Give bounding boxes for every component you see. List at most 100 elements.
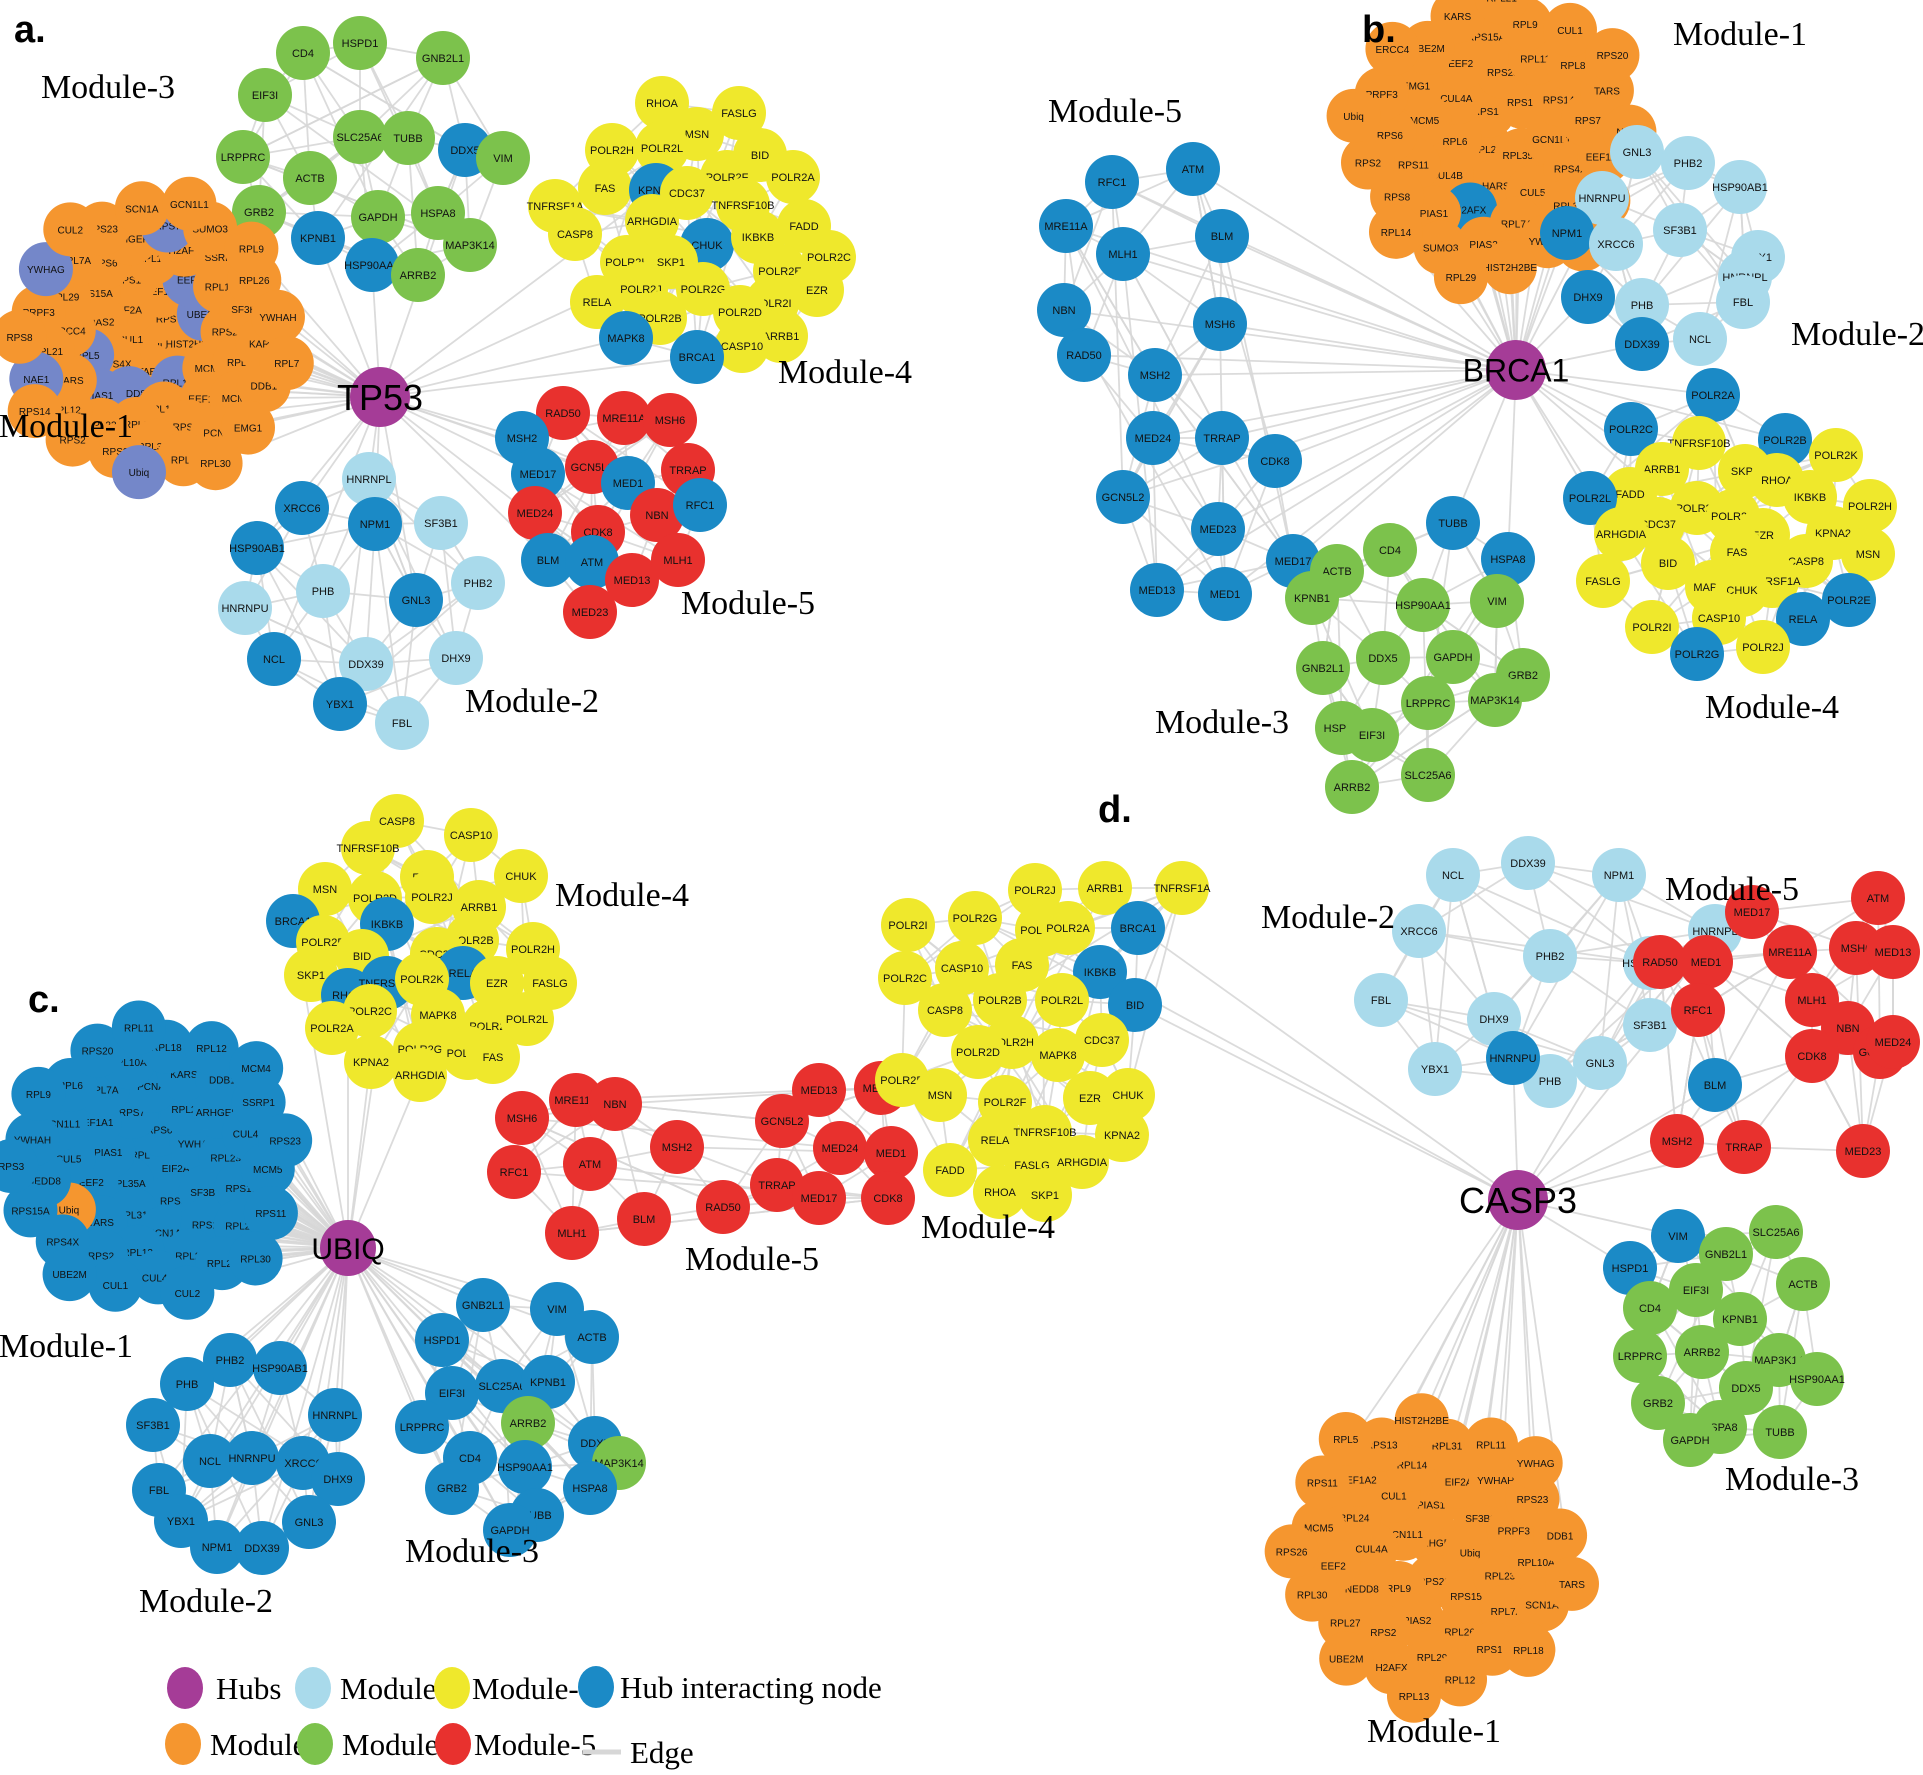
node-grb2[interactable]: GRB2 bbox=[1631, 1376, 1685, 1430]
node-med13[interactable]: MED13 bbox=[1866, 925, 1920, 979]
node-ezr[interactable]: EZR bbox=[790, 263, 844, 317]
node-rpl18[interactable]: RPL18 bbox=[1501, 1622, 1556, 1677]
node-ybx1[interactable]: YBX1 bbox=[313, 677, 367, 731]
node-rps20[interactable]: RPS20 bbox=[1585, 28, 1640, 83]
node-trrap[interactable]: TRRAP bbox=[750, 1158, 804, 1212]
node-rpl30[interactable]: RPL30 bbox=[228, 1231, 283, 1286]
node-phb[interactable]: PHB bbox=[1615, 278, 1669, 332]
node-rpl7[interactable]: RPL7 bbox=[259, 336, 314, 391]
node-rps2[interactable]: RPS2 bbox=[45, 412, 100, 467]
node-rpl21[interactable]: RPL21 bbox=[1474, 0, 1529, 25]
node-rfc1[interactable]: RFC1 bbox=[487, 1145, 541, 1199]
node-fadd[interactable]: FADD bbox=[923, 1143, 977, 1197]
node-ubiq[interactable]: Ubiq bbox=[1326, 88, 1381, 143]
node-faslg[interactable]: FASLG bbox=[1576, 554, 1630, 608]
node-polr2i[interactable]: POLR2I bbox=[881, 898, 935, 952]
node-sf3b1[interactable]: SF3B1 bbox=[126, 1398, 180, 1452]
node-kpnb1[interactable]: KPNB1 bbox=[1285, 571, 1339, 625]
node-med13[interactable]: MED13 bbox=[605, 553, 659, 607]
node-med13[interactable]: MED13 bbox=[792, 1063, 846, 1117]
node-rpl14[interactable]: RPL14 bbox=[1368, 204, 1423, 259]
node-rhoa[interactable]: RHOA bbox=[973, 1165, 1027, 1219]
node-ube2m[interactable]: UBE2M bbox=[1319, 1631, 1374, 1686]
node-slc25a6[interactable]: SLC25A6 bbox=[333, 110, 387, 164]
node-hnrnpl[interactable]: HNRNPL bbox=[308, 1388, 362, 1442]
node-msh2[interactable]: MSH2 bbox=[1128, 348, 1182, 402]
node-cdc37[interactable]: CDC37 bbox=[1075, 1013, 1129, 1067]
node-polr2a[interactable]: POLR2A bbox=[1041, 901, 1095, 955]
node-ywhag[interactable]: YWHAG bbox=[1508, 1436, 1563, 1491]
node-polr2l[interactable]: POLR2L bbox=[1563, 471, 1617, 525]
node-mcm4[interactable]: MCM4 bbox=[229, 1041, 284, 1096]
node-hsp90aa1[interactable]: HSP90AA1 bbox=[1789, 1352, 1845, 1406]
node-sf3b1[interactable]: SF3B1 bbox=[1653, 203, 1707, 257]
node-gnl3[interactable]: GNL3 bbox=[389, 573, 443, 627]
node-blm[interactable]: BLM bbox=[617, 1192, 671, 1246]
node-rad50[interactable]: RAD50 bbox=[696, 1180, 750, 1234]
node-kpna2[interactable]: KPNA2 bbox=[1095, 1108, 1149, 1162]
node-polr2e[interactable]: POLR2E bbox=[1822, 573, 1876, 627]
node-polr2g[interactable]: POLR2G bbox=[948, 891, 1002, 945]
node-atm[interactable]: ATM bbox=[563, 1137, 617, 1191]
node-hnrnpu[interactable]: HNRNPU bbox=[225, 1431, 279, 1485]
node-cd4[interactable]: CD4 bbox=[1363, 523, 1417, 577]
node-sf3b1[interactable]: SF3B1 bbox=[1623, 998, 1677, 1052]
node-kpnb1[interactable]: KPNB1 bbox=[1713, 1292, 1767, 1346]
node-polr2j[interactable]: POLR2J bbox=[405, 870, 459, 924]
hub-node-ubiq[interactable]: UBIQ bbox=[311, 1220, 385, 1276]
node-casp10[interactable]: CASP10 bbox=[935, 941, 989, 995]
node-lrpprc[interactable]: LRPPRC bbox=[216, 130, 270, 184]
node-rpl13[interactable]: RPL13 bbox=[1386, 1668, 1441, 1723]
node-arrb2[interactable]: ARRB2 bbox=[1675, 1325, 1729, 1379]
node-gapdh[interactable]: GAPDH bbox=[1663, 1413, 1717, 1467]
node-nbn[interactable]: NBN bbox=[630, 488, 684, 542]
node-msn[interactable]: MSN bbox=[913, 1068, 967, 1122]
node-ddx39[interactable]: DDX39 bbox=[339, 637, 393, 691]
node-fbl[interactable]: FBL bbox=[1716, 275, 1770, 329]
node-phb2[interactable]: PHB2 bbox=[203, 1333, 257, 1387]
node-casp8[interactable]: CASP8 bbox=[548, 207, 602, 261]
node-polr2h[interactable]: POLR2H bbox=[1843, 479, 1897, 533]
node-scn1a[interactable]: SCN1A bbox=[114, 181, 169, 236]
node-ddx5[interactable]: DDX5 bbox=[1356, 631, 1410, 685]
node-npm1[interactable]: NPM1 bbox=[1540, 206, 1594, 260]
node-atm[interactable]: ATM bbox=[1166, 142, 1220, 196]
node-dhx9[interactable]: DHX9 bbox=[1561, 270, 1615, 324]
node-sf3b1[interactable]: SF3B1 bbox=[414, 496, 468, 550]
node-arhgdia[interactable]: ARHGDIA bbox=[1594, 507, 1648, 561]
node-rps11[interactable]: RPS11 bbox=[243, 1186, 298, 1241]
node-xrcc6[interactable]: XRCC6 bbox=[275, 481, 329, 535]
node-polr2k[interactable]: POLR2K bbox=[1809, 428, 1863, 482]
node-ube2m[interactable]: UBE2M bbox=[42, 1247, 97, 1302]
node-fbl[interactable]: FBL bbox=[375, 696, 429, 750]
node-mre11a[interactable]: MRE11A bbox=[1039, 199, 1093, 253]
node-skp1[interactable]: SKP1 bbox=[1018, 1168, 1072, 1222]
node-ybx1[interactable]: YBX1 bbox=[1408, 1042, 1462, 1096]
node-hspa8[interactable]: HSPA8 bbox=[1481, 532, 1535, 586]
node-polr2a[interactable]: POLR2A bbox=[766, 150, 820, 204]
node-dhx9[interactable]: DHX9 bbox=[429, 631, 483, 685]
node-cd4[interactable]: CD4 bbox=[276, 26, 330, 80]
node-arrb1[interactable]: ARRB1 bbox=[1078, 861, 1132, 915]
node-ddx39[interactable]: DDX39 bbox=[1615, 317, 1669, 371]
node-gnb2l1[interactable]: GNB2L1 bbox=[1296, 641, 1350, 695]
node-rpl12[interactable]: RPL12 bbox=[184, 1021, 239, 1076]
node-nbn[interactable]: NBN bbox=[1037, 283, 1091, 337]
node-ywhag[interactable]: YWHAG bbox=[18, 242, 73, 297]
node-xrcc6[interactable]: XRCC6 bbox=[1589, 217, 1643, 271]
node-med17[interactable]: MED17 bbox=[792, 1171, 846, 1225]
node-blm[interactable]: BLM bbox=[1195, 209, 1249, 263]
node-kpna2[interactable]: KPNA2 bbox=[344, 1035, 398, 1089]
node-arhgdia[interactable]: ARHGDIA bbox=[1055, 1135, 1109, 1189]
node-cul2[interactable]: CUL2 bbox=[160, 1265, 215, 1320]
node-hsp90ab1[interactable]: HSP90AB1 bbox=[1712, 160, 1768, 214]
node-tubb[interactable]: TUBB bbox=[1426, 496, 1480, 550]
node-gnb2l1[interactable]: GNB2L1 bbox=[456, 1278, 510, 1332]
node-eif3i[interactable]: EIF3I bbox=[1669, 1263, 1723, 1317]
node-med17[interactable]: MED17 bbox=[1725, 885, 1779, 939]
node-polr2a[interactable]: POLR2A bbox=[305, 1001, 359, 1055]
node-gnl3[interactable]: GNL3 bbox=[1610, 125, 1664, 179]
node-cul2[interactable]: CUL2 bbox=[43, 202, 98, 257]
node-emg1[interactable]: EMG1 bbox=[220, 400, 275, 455]
node-med17[interactable]: MED17 bbox=[511, 447, 565, 501]
